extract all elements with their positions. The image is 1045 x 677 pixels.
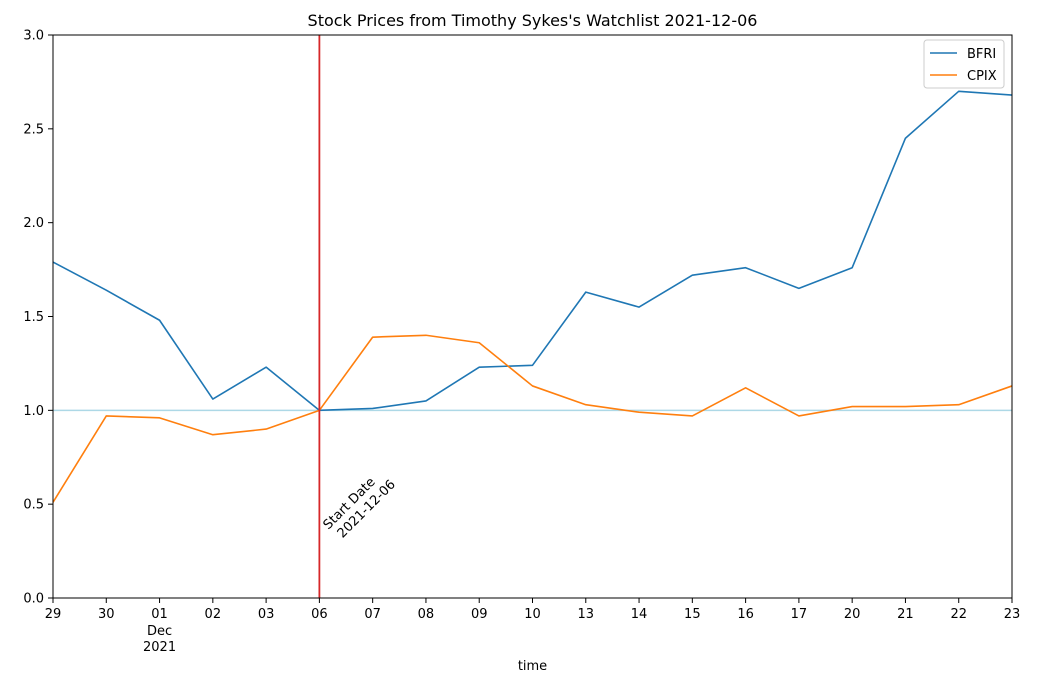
y-tick-label: 1.5 (23, 310, 44, 325)
x-tick-label: 17 (791, 607, 808, 622)
x-tick-label: 06 (311, 607, 328, 622)
x-tick-label: 09 (471, 607, 488, 622)
start-date-annotation: Start Date2021-12-06 (321, 466, 399, 544)
x-tick-label: 15 (684, 607, 701, 622)
x-tick-label: 01 (151, 607, 168, 622)
x-tick-label: 22 (950, 607, 967, 622)
x-tick-label: 30 (98, 607, 115, 622)
y-tick-label: 1.0 (23, 404, 44, 419)
x-month-label: Dec (147, 624, 172, 639)
x-tick-label: 21 (897, 607, 914, 622)
y-tick-label: 3.0 (23, 29, 44, 44)
x-tick-label: 10 (524, 607, 541, 622)
y-tick-label: 0.0 (23, 592, 44, 607)
x-tick-label: 13 (578, 607, 595, 622)
x-tick-label: 02 (205, 607, 222, 622)
x-tick-label: 20 (844, 607, 861, 622)
x-axis-label: time (518, 659, 547, 674)
y-tick-label: 2.0 (23, 216, 44, 231)
y-tick-label: 0.5 (23, 498, 44, 513)
x-tick-label: 14 (631, 607, 648, 622)
legend-box (923, 39, 1005, 89)
x-tick-label: 29 (45, 607, 62, 622)
x-tick-label: 23 (1004, 607, 1021, 622)
x-tick-label: 16 (737, 607, 754, 622)
x-year-label: 2021 (143, 640, 176, 655)
plot-area: Start Date2021-12-06 0.0 0.5 1.0 1.5 2.0 2.5 3.… (23, 29, 1020, 656)
legend-label-bfri: BFRI (967, 47, 996, 62)
legend: BFRI CPIX (923, 39, 1005, 89)
y-tick-label: 2.5 (23, 122, 44, 137)
series-line-cpix (52, 334, 1013, 503)
x-tick-label: 08 (418, 607, 435, 622)
chart-title: Stock Prices from Timothy Sykes's Watchl… (308, 11, 758, 30)
x-tick-label: 07 (364, 607, 381, 622)
legend-label-cpix: CPIX (967, 69, 997, 84)
x-tick-label: 03 (258, 607, 275, 622)
plot-frame (52, 34, 1013, 599)
series-line-bfri (52, 90, 1013, 412)
